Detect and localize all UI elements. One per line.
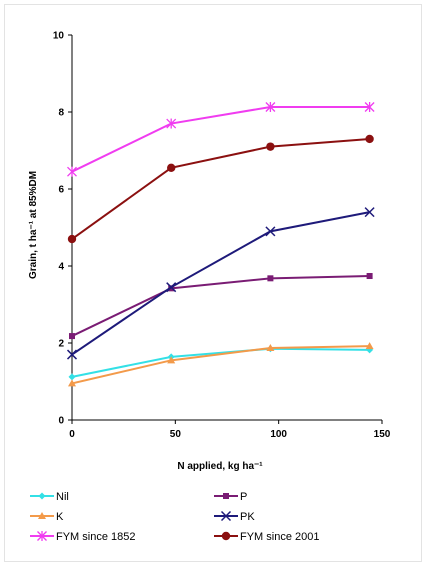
legend-item-k: K (30, 511, 64, 523)
series-line (72, 139, 370, 239)
legend-item-fym-since-1852: FYM since 1852 (30, 531, 135, 543)
legend-label: P (240, 491, 247, 503)
data-point (68, 167, 77, 177)
legend-label: FYM since 2001 (240, 531, 319, 543)
legend-swatch-marker (223, 493, 229, 499)
legend-label: K (56, 511, 64, 523)
series-nil (69, 345, 374, 380)
y-tick-label: 8 (58, 108, 64, 119)
legend-label: PK (240, 511, 255, 523)
series-line (72, 107, 370, 172)
x-tick-label: 0 (69, 429, 75, 440)
x-axis-title: N applied, kg ha⁻¹ (177, 461, 263, 472)
data-point (266, 142, 274, 150)
x-tick-label: 150 (374, 429, 391, 440)
y-tick-label: 2 (58, 339, 64, 350)
legend-item-p: P (214, 491, 247, 503)
y-axis-title: Grain, t ha⁻¹ at 85%DM (28, 171, 39, 279)
data-point (365, 135, 373, 143)
series-fym-since-1852 (68, 102, 375, 177)
legend-item-pk: PK (214, 511, 255, 523)
legend-label: FYM since 1852 (56, 531, 135, 543)
data-point (68, 235, 76, 243)
legend-item-nil: Nil (30, 491, 69, 503)
data-point (267, 275, 273, 281)
y-tick-label: 10 (53, 31, 65, 42)
series-p (69, 273, 373, 339)
legend-label: Nil (56, 491, 69, 503)
x-tick-label: 100 (270, 429, 287, 440)
y-tick-label: 0 (58, 416, 64, 427)
data-point (367, 273, 373, 279)
y-tick-label: 4 (58, 262, 64, 273)
data-point (69, 333, 75, 339)
legend-swatch-marker (222, 532, 230, 540)
series-line (72, 276, 370, 336)
data-point (69, 373, 76, 380)
series-line (72, 346, 370, 383)
legend-swatch-marker (39, 493, 46, 500)
y-tick-label: 6 (58, 185, 64, 196)
x-tick-label: 50 (170, 429, 182, 440)
data-point (167, 164, 175, 172)
legend-item-fym-since-2001: FYM since 2001 (214, 531, 319, 543)
